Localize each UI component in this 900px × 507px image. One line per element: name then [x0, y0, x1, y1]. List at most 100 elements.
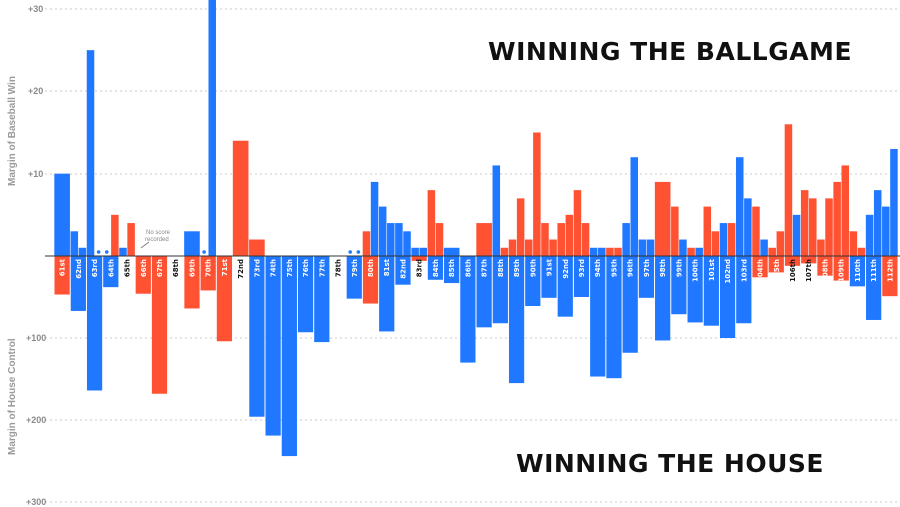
house-bar-89th — [508, 256, 525, 384]
baseball-bar-105th-2 — [776, 231, 785, 256]
congress-label-75th: 75th — [286, 259, 294, 277]
house-bar-98th — [655, 256, 671, 341]
baseball-bar-96th-2 — [630, 157, 639, 256]
congress-label-66th: 66th — [140, 259, 148, 277]
house-bar-70th — [200, 256, 216, 291]
lower-axis-title: Margin of House Control — [7, 338, 18, 455]
baseball-bar-65th-1 — [119, 247, 127, 256]
congress-label-82nd: 82nd — [399, 259, 407, 279]
baseball-bar-89th-1 — [508, 239, 517, 256]
no-score-note-line1: No score — [146, 230, 171, 236]
house-bar-69th — [184, 256, 200, 309]
congress-label-94th: 94th — [594, 259, 602, 277]
congress-label-73rd: 73rd — [253, 259, 261, 277]
house-bar-97th — [638, 256, 655, 298]
baseball-bar-111th-2 — [873, 190, 882, 256]
house-bar-62nd — [70, 256, 86, 311]
baseball-bar-83rd-1 — [411, 247, 419, 256]
congress-label-80th: 80th — [367, 259, 375, 277]
baseball-bar-107th-2 — [809, 198, 817, 256]
baseball-bar-81st-1 — [378, 206, 387, 256]
congress-label-69th: 69th — [188, 259, 196, 277]
congress-label-105th: 105th — [773, 259, 781, 282]
headline-bottom: WINNING THE HOUSE — [516, 449, 824, 478]
baseball-bar-61st-1 — [54, 173, 70, 256]
baseball-bar-72nd-1 — [232, 140, 249, 256]
congress-label-96th: 96th — [627, 259, 635, 277]
congress-label-76th: 76th — [302, 259, 310, 277]
congress-label-86th: 86th — [464, 259, 472, 277]
upper-axis-title: Margin of Baseball Win — [7, 76, 18, 186]
congress-label-100th: 100th — [692, 259, 700, 282]
baseball-bar-89th-2 — [516, 198, 525, 256]
congress-label-67th: 67th — [156, 259, 164, 277]
baseball-bar-80th-2 — [370, 181, 379, 256]
congress-label-70th: 70th — [205, 259, 213, 277]
baseball-bar-62nd-1 — [70, 231, 79, 256]
house-bar-88th — [492, 256, 508, 324]
house-bar-79th — [346, 256, 362, 299]
congress-label-83rd: 83rd — [416, 259, 424, 277]
house-bar-82nd — [395, 256, 411, 285]
congress-label-93rd: 93rd — [578, 259, 586, 277]
baseball-bar-111th-1 — [865, 214, 874, 256]
house-bar-96th — [622, 256, 638, 353]
baseball-bar-112th-2 — [890, 148, 898, 256]
bars — [54, 0, 898, 457]
congress-label-81st: 81st — [383, 258, 391, 276]
baseball-bar-107th-1 — [800, 190, 809, 256]
congress-label-101st: 101st — [708, 258, 716, 281]
baseball-tie-marker-79th-1 — [348, 250, 353, 254]
house-bar-61st — [54, 256, 70, 295]
baseball-bar-85th-1 — [443, 247, 460, 256]
baseball-bar-109th-2 — [841, 165, 850, 256]
baseball-bar-106th-2 — [792, 214, 801, 256]
baseball-bar-93rd-2 — [581, 223, 590, 256]
congress-label-98th: 98th — [659, 259, 667, 277]
congress-label-85th: 85th — [448, 259, 456, 277]
house-bar-111th — [866, 256, 882, 320]
no-score-annotation: No score recorded — [140, 230, 171, 249]
house-bar-77th — [314, 256, 330, 343]
congress-label-108th: 108th — [821, 259, 829, 282]
house-bar-92nd — [557, 256, 573, 317]
baseball-bar-70th-2 — [208, 0, 217, 257]
baseball-bar-101st-2 — [711, 231, 720, 256]
baseball-bar-69th-1 — [184, 231, 200, 256]
house-bar-81st — [379, 256, 395, 332]
baseball-bar-99th-2 — [679, 239, 687, 256]
baseball-bar-108th-1 — [817, 239, 825, 256]
baseball-bar-81st-2 — [387, 223, 395, 256]
baseball-bar-80th-1 — [362, 231, 371, 256]
congress-label-91st: 91st — [546, 258, 554, 276]
congress-label-84th: 84th — [432, 259, 440, 277]
baseball-bar-110th-2 — [857, 247, 866, 256]
baseball-bar-97th-1 — [638, 239, 647, 256]
congress-label-65th: 65th — [124, 259, 132, 277]
baseball-bar-103rd-1 — [735, 157, 744, 256]
house-bar-102nd — [719, 256, 736, 338]
baseball-bar-97th-2 — [646, 239, 655, 256]
congress-label-87th: 87th — [481, 259, 489, 277]
baseball-bar-84th-2 — [435, 223, 444, 256]
house-bar-107th — [801, 256, 817, 264]
congress-label-89th: 89th — [513, 259, 521, 277]
house-bar-83rd — [411, 256, 427, 261]
baseball-bar-108th-2 — [825, 198, 833, 256]
y-tick-lower-100: +100 — [26, 333, 46, 343]
baseball-bar-73rd-1 — [249, 239, 265, 256]
congress-label-90th: 90th — [529, 259, 537, 277]
house-bar-100th — [687, 256, 703, 323]
baseball-bar-100th-1 — [687, 247, 695, 256]
congress-label-97th: 97th — [643, 259, 651, 277]
baseball-bar-104th-2 — [760, 239, 768, 256]
headline-top: WINNING THE BALLGAME — [488, 37, 852, 66]
baseball-bar-102nd-1 — [719, 223, 728, 256]
congress-label-79th: 79th — [351, 259, 359, 277]
congress-label-61st: 61st — [59, 258, 67, 276]
baseball-bar-90th-2 — [533, 132, 541, 256]
congress-label-112th: 112th — [886, 259, 894, 282]
congress-label-104th: 104th — [757, 259, 765, 282]
y-tick-labels: +30 +20 +10 +100 +200 +300 — [26, 4, 46, 507]
house-bar-86th — [460, 256, 476, 363]
